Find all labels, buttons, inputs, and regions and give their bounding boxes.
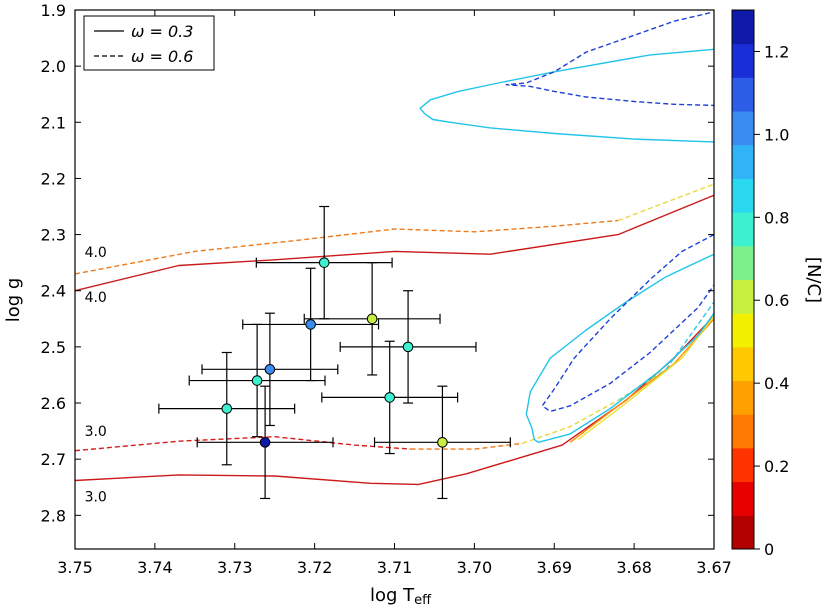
star-point-1 (366, 313, 378, 325)
track-mass-label-0: 4.0 (85, 245, 107, 261)
track-mass-label-2: 3.0 (85, 424, 107, 440)
track-3-0-omega-0-6-segment-0 (75, 436, 411, 452)
colorbar-tick-label-4: 0.8 (764, 208, 789, 227)
star-point-0 (318, 257, 330, 268)
colorbar-band-6 (732, 313, 754, 348)
star-point-4 (264, 364, 276, 375)
x-tick-label-4: 3.71 (377, 558, 413, 577)
star-point-8 (259, 437, 271, 448)
colorbar-tick-label-2: 0.4 (764, 374, 789, 393)
track-4-0-omega-0-6-segment-1 (617, 183, 714, 222)
x-tick-label-2: 3.73 (217, 558, 253, 577)
colorbar-ticks: 0 0.2 0.4 0.6 0.8 1.0 1.2 (754, 42, 789, 559)
colorbar-band-3 (732, 414, 754, 449)
colorbar-tick-label-1: 0.2 (764, 457, 789, 476)
colorbar-band-14 (732, 43, 754, 78)
y-tick-label-8: 2.7 (41, 450, 66, 469)
track-mass-label-1: 4.0 (85, 290, 107, 306)
colorbar-band-0 (732, 515, 754, 550)
colorbar-band-10 (732, 178, 754, 213)
x-tick-label-1: 3.74 (137, 558, 173, 577)
colorbar-title: [N/C] (803, 257, 824, 303)
colorbar-band-5 (732, 346, 754, 382)
colorbar-band-8 (732, 245, 754, 280)
star-point-9 (437, 437, 448, 448)
track-3-0-omega-0-6-segment-1 (410, 442, 523, 450)
y-axis-title: log g (3, 278, 24, 323)
star-point-7 (221, 403, 233, 414)
colorbar-band-12 (732, 111, 754, 146)
star-point-3 (402, 341, 414, 353)
track-3-0-omega-0-6-segment-4 (665, 301, 714, 370)
colorbar-band-11 (732, 144, 754, 179)
x-tick-label-5: 3.70 (457, 558, 493, 577)
colorbar-frame (731, 9, 755, 550)
loop-lower-blue-dashed-segment-0 (541, 233, 714, 413)
colorbar (732, 10, 754, 550)
colorbar-tick-label-3: 0.6 (764, 291, 789, 310)
legend-entry-omega-0-6: ω = 0.6 (131, 47, 193, 66)
x-axis-title: log Teff (370, 585, 432, 608)
loop-upper-cyan-segment-0 (419, 48, 714, 143)
x-tick-label-0: 3.75 (57, 558, 93, 577)
star-markers (221, 257, 448, 448)
y-tick-label-6: 2.5 (41, 338, 66, 357)
track-3-0-omega-0-6-segment-2 (522, 399, 619, 445)
x-tick-label-6: 3.69 (536, 558, 572, 577)
legend: ω = 0.3 ω = 0.6 (83, 15, 215, 71)
y-tick-label-2: 2.1 (41, 113, 66, 132)
y-tick-label-3: 2.2 (41, 169, 66, 188)
colorbar-tick-label-5: 1.0 (764, 125, 789, 144)
y-tick-label-0: 1.9 (41, 1, 66, 20)
x-tick-label-7: 3.68 (616, 558, 652, 577)
y-tick-label-9: 2.8 (41, 506, 66, 525)
colorbar-band-1 (732, 481, 754, 516)
x-tick-label-8: 3.67 (696, 558, 732, 577)
colorbar-tick-label-0: 0 (764, 540, 774, 559)
track-4-0-omega-0-3-segment-0 (75, 194, 714, 292)
colorbar-band-9 (732, 212, 754, 247)
y-tick-label-1: 2.0 (41, 57, 66, 76)
star-point-6 (384, 392, 396, 403)
y-tick-label-5: 2.4 (41, 282, 66, 301)
legend-entry-omega-0-3: ω = 0.3 (131, 22, 193, 41)
x-axis-ticks: 3.75 3.74 3.73 3.72 3.71 3.70 3.69 3.68 3.67 (57, 10, 732, 577)
loop-lower-cyan-segment-0 (525, 253, 714, 443)
colorbar-band-7 (732, 279, 754, 314)
colorbar-tick-label-6: 1.2 (764, 42, 789, 61)
colorbar-band-15 (732, 10, 754, 45)
y-tick-label-7: 2.6 (41, 394, 66, 413)
track-4-0-omega-0-6-segment-0 (75, 219, 619, 275)
y-axis-ticks: 1.9 2.0 2.1 2.2 2.3 2.4 2.5 2.6 2.7 2.8 (41, 1, 714, 525)
track-3-0-omega-0-3-yellow-segment-0 (577, 315, 714, 441)
x-tick-label-3: 3.72 (297, 558, 333, 577)
colorbar-band-4 (732, 380, 754, 415)
loop-upper-blue-dashed-segment-0 (505, 12, 714, 107)
legend-box (83, 15, 215, 71)
colorbar-band-13 (732, 77, 754, 112)
y-tick-label-4: 2.3 (41, 226, 66, 245)
track-mass-label-3: 3.0 (85, 489, 107, 505)
star-point-5 (251, 375, 263, 386)
star-point-2 (305, 319, 316, 330)
colorbar-band-2 (732, 447, 754, 483)
track-mass-labels: 4.0 4.0 3.0 3.0 (85, 245, 107, 505)
